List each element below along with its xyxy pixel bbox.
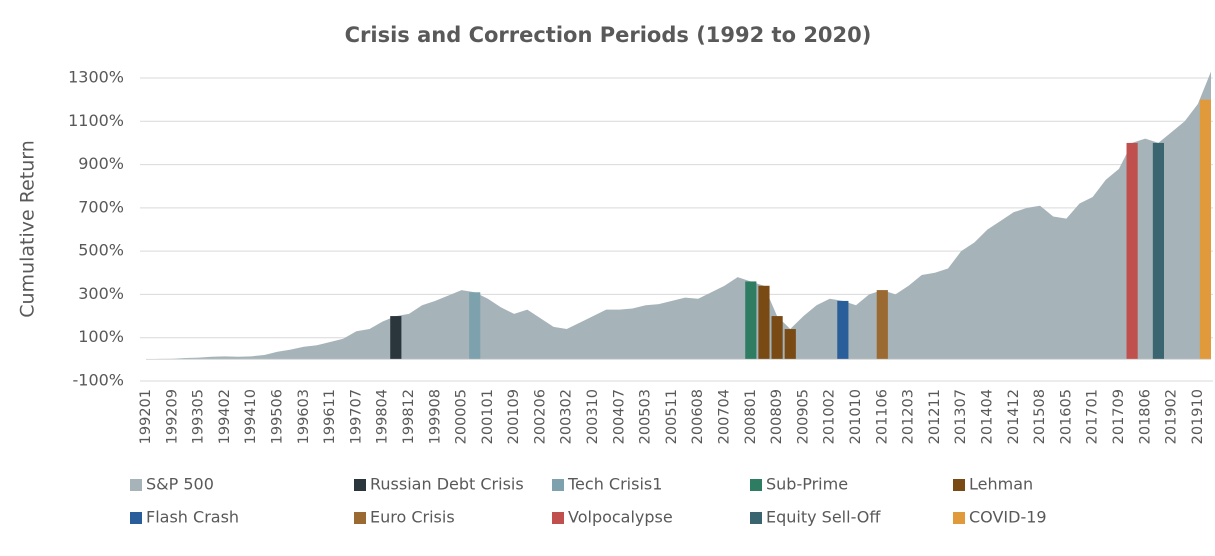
x-tick-label: 199506 [269,389,285,444]
y-tick-label: 100% [78,327,124,346]
y-tick-label: 1100% [68,111,124,130]
legend-label: Euro Crisis [370,508,455,527]
x-tick-label: 201412 [1006,389,1022,444]
y-axis-title: Cumulative Return [17,140,39,318]
legend-swatch [130,479,142,491]
x-tick-label: 200005 [454,389,470,444]
x-tick-label: 201806 [1137,389,1153,444]
x-tick-label: 199410 [243,389,259,444]
x-tick-label: 201404 [979,389,995,444]
crisis-bar [745,281,757,360]
x-tick-label: 201203 [901,389,917,444]
crisis-bar [1199,99,1211,360]
crisis-bar [390,316,402,360]
legend-swatch [354,512,366,524]
crisis-bar [771,316,783,360]
x-tick-label: 199201 [138,389,154,444]
legend-label: Lehman [969,475,1033,494]
x-tick-label: 200503 [638,389,654,444]
legend-swatch [552,512,564,524]
x-tick-label: 199812 [401,389,417,444]
x-tick-label: 200407 [611,389,627,444]
x-tick-label: 201508 [1032,389,1048,444]
y-tick-label: 500% [78,241,124,260]
legend-label: Sub-Prime [766,475,848,494]
crisis-bar [469,292,481,360]
chart-title: Crisis and Correction Periods (1992 to 2… [345,23,872,47]
x-tick-label: 201910 [1190,389,1206,444]
x-tick-label: 201605 [1058,389,1074,444]
legend-label: COVID-19 [969,508,1047,527]
crisis-bar [876,290,888,360]
legend-label: Tech Crisis1 [567,475,662,494]
legend-swatch [552,479,564,491]
legend-label: Russian Debt Crisis [370,475,524,494]
x-tick-label: 200101 [480,389,496,444]
crisis-bar [1152,142,1164,360]
y-tick-label: 900% [78,154,124,173]
x-tick-label: 201902 [1164,389,1180,444]
x-tick-label: 200801 [743,389,759,444]
legend-swatch [750,479,762,491]
legend-swatch [953,512,965,524]
y-tick-label: 300% [78,284,124,303]
x-tick-label: 200109 [506,389,522,444]
x-tick-label: 199611 [322,389,338,444]
x-tick-label: 200608 [690,389,706,444]
x-tick-label: 201307 [953,389,969,444]
x-tick-label: 201211 [927,389,943,444]
x-tick-label: 201010 [848,389,864,444]
legend-swatch [130,512,142,524]
crisis-bar [784,329,796,360]
x-tick-label: 200905 [795,389,811,444]
x-tick-label: 200206 [532,389,548,444]
x-tick-label: 201106 [874,389,890,444]
x-tick-label: 199209 [164,389,180,444]
legend-swatch [354,479,366,491]
x-tick-label: 201709 [1111,389,1127,444]
legend-swatch [953,479,965,491]
x-tick-label: 199603 [296,389,312,444]
crisis-bar [758,285,770,360]
x-tick-label: 199908 [427,389,443,444]
x-tick-label: 200809 [769,389,785,444]
y-tick-label: 700% [78,197,124,216]
legend-swatch [750,512,762,524]
x-tick-label: 199305 [191,389,207,444]
legend-label: S&P 500 [146,475,214,494]
x-tick-label: 200511 [664,389,680,444]
legend-label: Volpocalypse [568,508,673,527]
x-tick-label: 200704 [717,389,733,444]
y-tick-label: 1300% [68,68,124,87]
x-tick-label: 199707 [348,389,364,444]
x-tick-label: 201701 [1085,389,1101,444]
x-tick-label: 200310 [585,389,601,444]
x-tick-label: 201002 [822,389,838,444]
x-tick-label: 200302 [559,389,575,444]
legend-label: Equity Sell-Off [766,508,881,527]
area [146,71,1211,360]
x-tick-label: 199402 [217,389,233,444]
crisis-bar [1126,142,1138,360]
x-tick-label: 199804 [375,389,391,444]
y-tick-label: -100% [72,371,124,390]
crisis-bar [837,300,849,360]
legend-label: Flash Crash [146,508,239,527]
